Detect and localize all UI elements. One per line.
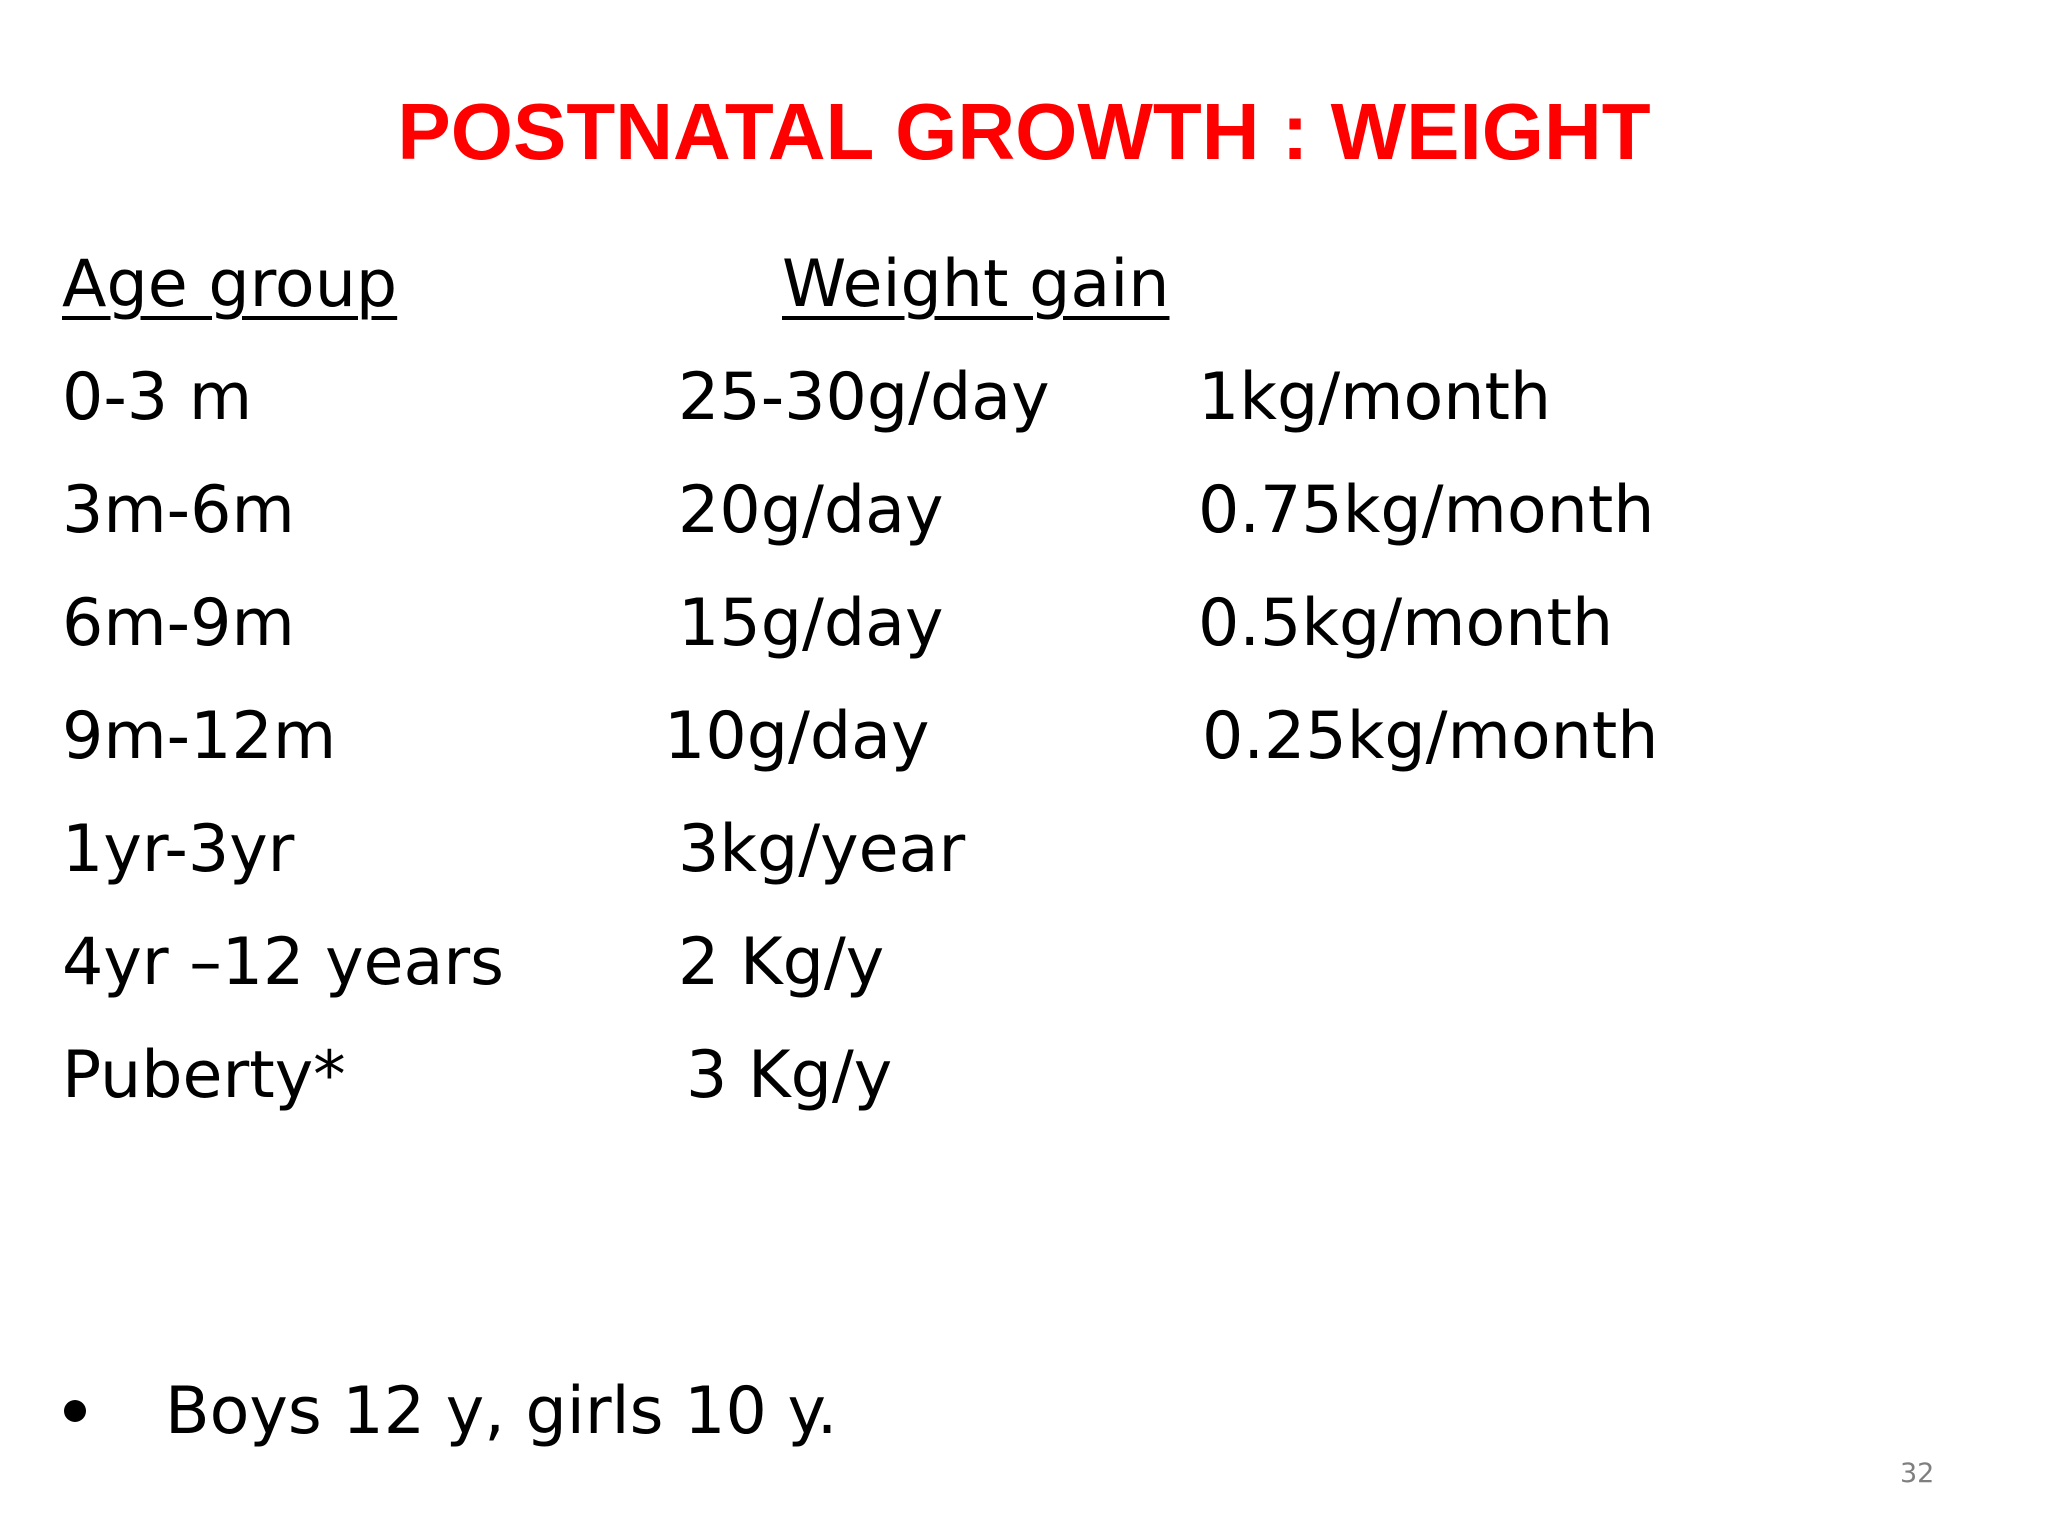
- row-gain-monthly: 0.75kg/month: [1198, 473, 1655, 548]
- row-age: 0-3 m: [62, 360, 253, 435]
- row-age: Puberty*: [62, 1038, 346, 1113]
- row-age: 9m-12m: [62, 699, 337, 774]
- row-age: 6m-9m: [62, 586, 295, 661]
- row-gain-monthly: 0.25kg/month: [1202, 699, 1659, 774]
- page-number: 32: [1900, 1458, 1935, 1489]
- row-gain-rate: 3kg/year: [678, 812, 966, 887]
- row-gain-rate: 25-30g/day: [678, 360, 1050, 435]
- header-age-group: Age group: [62, 247, 398, 322]
- header-weight-gain: Weight gain: [782, 247, 1170, 322]
- row-age: 1yr-3yr: [62, 812, 295, 887]
- row-gain-rate: 2 Kg/y: [678, 925, 885, 1000]
- row-gain-rate: 20g/day: [678, 473, 944, 548]
- row-gain-rate: 15g/day: [678, 586, 944, 661]
- bullet-note: Boys 12 y, girls 10 y.: [165, 1374, 838, 1449]
- row-age: 3m-6m: [62, 473, 295, 548]
- row-gain-monthly: 0.5kg/month: [1198, 586, 1614, 661]
- slide-title: POSTNATAL GROWTH : WEIGHT: [397, 87, 1651, 176]
- bullet-dot-icon: [64, 1400, 86, 1422]
- row-gain-rate: 10g/day: [664, 699, 930, 774]
- row-gain-monthly: 1kg/month: [1198, 360, 1552, 435]
- row-gain-rate: 3 Kg/y: [686, 1038, 893, 1113]
- row-age: 4yr –12 years: [62, 925, 504, 1000]
